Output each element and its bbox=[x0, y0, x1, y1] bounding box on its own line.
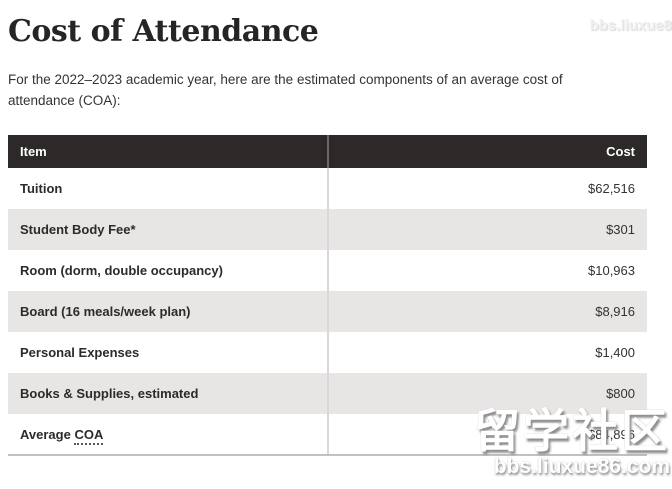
item-cell: Tuition bbox=[20, 181, 63, 196]
column-header-cost: Cost bbox=[327, 135, 647, 168]
item-label-prefix: Average bbox=[20, 426, 75, 442]
cost-cell: $62,516 bbox=[327, 168, 647, 209]
table-row: Student Body Fee* $301 bbox=[8, 209, 647, 250]
page-title: Cost of Attendance bbox=[8, 14, 319, 49]
cost-cell: $800 bbox=[327, 373, 647, 414]
cost-of-attendance-table: Item Cost Tuition $62,516 Student Body Fee… bbox=[8, 135, 647, 456]
item-cell: Books & Supplies, estimated bbox=[20, 386, 199, 401]
cost-cell: $84,896 bbox=[327, 414, 647, 456]
coa-abbreviation: COA bbox=[74, 426, 104, 445]
table-row: Tuition $62,516 bbox=[8, 168, 647, 209]
table-row: Books & Supplies, estimated $800 bbox=[8, 373, 647, 414]
table-row: Personal Expenses $1,400 bbox=[8, 332, 647, 373]
article-page: Cost of Attendance For the 2022–2023 aca… bbox=[0, 14, 672, 456]
table-row: Room (dorm, double occupancy) $10,963 bbox=[8, 250, 647, 291]
table-row: Board (16 meals/week plan) $8,916 bbox=[8, 291, 647, 332]
column-header-item: Item bbox=[8, 135, 328, 168]
cost-cell: $10,963 bbox=[327, 250, 647, 291]
cost-cell: $301 bbox=[327, 209, 647, 250]
item-cell: Average COA bbox=[8, 414, 328, 456]
cost-cell: $8,916 bbox=[327, 291, 647, 332]
table-header-row: Item Cost bbox=[8, 135, 647, 168]
intro-text: For the 2022–2023 academic year, here ar… bbox=[8, 72, 563, 108]
item-cell: Personal Expenses bbox=[20, 345, 140, 360]
cost-cell: $1,400 bbox=[327, 332, 647, 373]
item-cell: Student Body Fee* bbox=[20, 222, 136, 237]
item-cell: Room (dorm, double occupancy) bbox=[20, 263, 223, 278]
table-body: Tuition $62,516 Student Body Fee* $301 Room … bbox=[8, 168, 647, 456]
item-cell: Board (16 meals/week plan) bbox=[20, 304, 191, 319]
table-row: Average COA $84,896 bbox=[8, 414, 647, 456]
